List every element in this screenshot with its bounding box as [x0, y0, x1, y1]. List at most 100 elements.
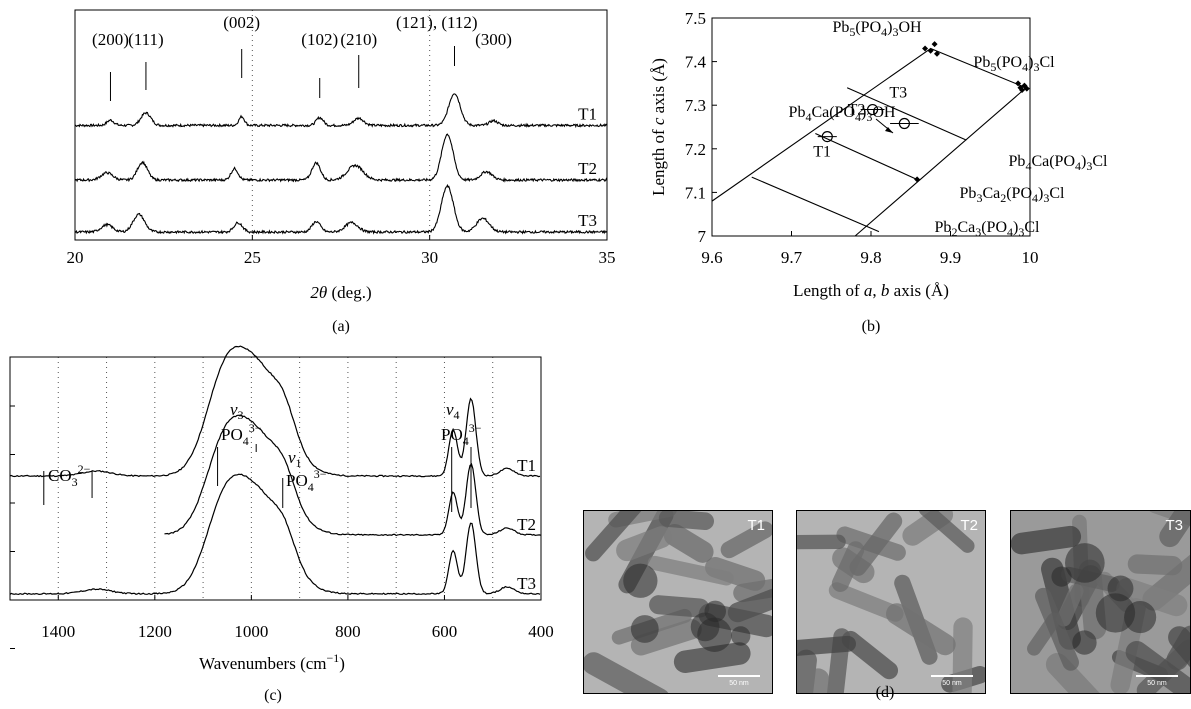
nanorod	[585, 510, 643, 562]
label-pb4ca-cl: Pb4Ca(PO4)3Cl	[1009, 153, 1108, 173]
panel-b-label: (b)	[862, 318, 881, 335]
nanorod	[824, 628, 851, 694]
panel-b-xtick-label: 10	[1022, 248, 1039, 267]
nanorod	[796, 635, 856, 658]
nanorod	[616, 526, 673, 562]
tem-image-2	[796, 510, 986, 694]
xrd-peak-label: (300)	[475, 30, 512, 49]
reference-point	[1023, 85, 1030, 92]
panel-c-xtick-label: 800	[335, 622, 361, 641]
anno-v4-sym: ν4	[446, 400, 460, 422]
label-pb5-oh: Pb5(PO4)3OH	[832, 19, 922, 39]
composition-line	[751, 176, 880, 233]
panel-a-xlabel: 2θ (deg.)	[310, 283, 371, 302]
dense-cluster	[1124, 601, 1157, 634]
dense-cluster	[1051, 566, 1072, 587]
panel-c-label: (c)	[264, 687, 282, 704]
panel-b-ytick-label: 7.5	[685, 9, 706, 28]
xrd-peak-label: (002)	[223, 13, 260, 32]
nanorod	[647, 555, 734, 586]
panel-c-frame	[9, 356, 542, 601]
sample-point-T3	[898, 117, 910, 130]
sample-label-T3: T3	[889, 85, 907, 102]
tem-image-3	[1010, 510, 1191, 694]
anno-v3-sym: ν3	[230, 400, 244, 422]
panel-c-xtick-label: 1000	[234, 622, 268, 641]
ftir-series-T1	[9, 345, 541, 478]
panel-d-tem: T1 50 nm T2 50 nm T3 50 nm (d)	[583, 510, 1191, 701]
xrd-series-label-T2: T2	[578, 159, 597, 178]
panel-a-xtick-label: 30	[421, 248, 438, 267]
nanorod	[720, 521, 773, 559]
nanorod	[952, 617, 973, 694]
label-pb2ca3-cl: Pb2Ca3(PO4)3Cl	[935, 219, 1040, 239]
xrd-peak-label: (121), (112)	[396, 13, 478, 32]
panel-d-label: (d)	[876, 684, 895, 701]
dense-cluster	[630, 615, 659, 643]
panel-a-xtick-label: 35	[599, 248, 616, 267]
panel-b-lattice: T1 T2 T3 9.6 9.7 9.8 9.9 10 7 7.1 7.2 7.3 7.4 7.5 Pb…	[649, 9, 1108, 335]
nanorod	[1159, 510, 1191, 548]
xrd-peak-label: (111)	[128, 30, 164, 49]
nanorod	[705, 557, 766, 591]
panel-b-xlabel: Length of a, b axis (Å)	[793, 281, 949, 300]
ftir-series-T2	[164, 414, 542, 537]
nanorod	[649, 595, 710, 618]
xrd-series-T2	[74, 133, 608, 183]
dense-cluster	[690, 612, 720, 642]
tem-label-3: T3	[1165, 517, 1183, 534]
tem-label-1: T1	[747, 517, 765, 534]
nanorod	[673, 642, 751, 673]
dense-cluster	[623, 563, 658, 598]
reference-point	[914, 176, 921, 183]
nanorod	[1116, 577, 1188, 617]
panel-c-xtick-label: 1200	[138, 622, 172, 641]
ftir-series-label-T3: T3	[517, 574, 536, 593]
nanorod	[828, 582, 904, 622]
panel-b-xtick-label: 9.6	[701, 248, 722, 267]
dense-cluster	[730, 626, 751, 646]
anno-co3: CO32−	[48, 462, 91, 489]
sample-point-T2	[866, 103, 879, 116]
panel-b-ytick-label: 7.1	[685, 183, 706, 202]
dense-cluster	[1107, 575, 1134, 602]
reference-point	[1019, 86, 1026, 93]
xrd-peak-label: (200)	[92, 30, 129, 49]
nanorod	[796, 534, 846, 550]
ftir-series-label-T1: T1	[517, 456, 536, 475]
label-pb3ca2-cl: Pb3Ca2(PO4)3Cl	[960, 185, 1065, 205]
tem-image-1	[583, 510, 773, 694]
xrd-series-label-T3: T3	[578, 211, 597, 230]
panel-c-ftir: T1 T2 T3 1400 1200 1000 800 600 400 CO32− ν3 PO…	[9, 345, 554, 704]
panel-a-label: (a)	[332, 318, 350, 335]
composition-line	[854, 87, 1027, 237]
sample-label-T2: T2	[848, 102, 866, 119]
xrd-peak-label: (102)	[301, 30, 338, 49]
panel-a-xtick-label: 20	[67, 248, 84, 267]
panel-a-xrd: T1 T2 T3 20 25 30 35 (200) (111) (002) (102) (210…	[67, 9, 616, 335]
dense-cluster	[1065, 543, 1105, 583]
anno-v1-po4: PO43−	[286, 467, 327, 494]
panel-b-xtick-label: 9.7	[781, 248, 803, 267]
panel-b-ytick-label: 7	[698, 227, 707, 246]
dense-cluster	[1072, 630, 1097, 655]
panel-b-ylabel: Length of c axis (Å)	[649, 58, 668, 196]
nanorod	[1010, 525, 1082, 555]
panel-c-xtick-label: 400	[528, 622, 554, 641]
nanorod	[1034, 587, 1079, 671]
panel-c-xlabel: Wavenumbers (cm−1)	[199, 651, 345, 673]
tem-frame	[796, 510, 986, 694]
composition-line	[711, 48, 931, 202]
xrd-series-T1	[74, 93, 608, 129]
nanorod	[806, 668, 831, 694]
panel-c-xtick-label: 600	[432, 622, 458, 641]
reference-point	[933, 50, 940, 57]
ftir-series-T3	[9, 473, 541, 596]
panel-b-ytick-label: 7.2	[685, 140, 706, 159]
composition-line	[930, 48, 1027, 89]
xrd-series-label-T1: T1	[578, 104, 597, 123]
nanorod	[849, 512, 903, 576]
nanorod	[1127, 554, 1183, 576]
nanorod	[1125, 640, 1191, 694]
